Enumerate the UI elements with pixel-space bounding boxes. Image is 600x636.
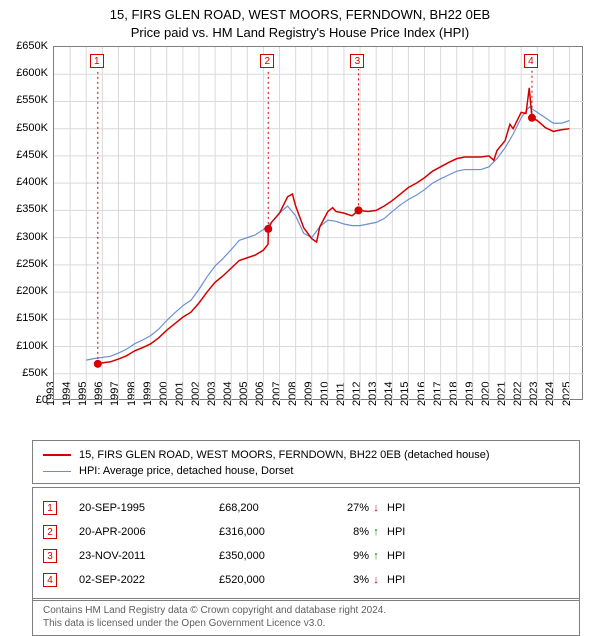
legend-swatch [43, 454, 71, 456]
sale-pct: 8% [319, 526, 369, 538]
y-tick-label: £300K [16, 231, 48, 243]
sale-pct: 9% [319, 550, 369, 562]
sale-suffix: HPI [383, 574, 417, 586]
sale-row-marker: 4 [43, 573, 57, 587]
y-tick-label: £50K [22, 367, 48, 379]
y-tick-label: £550K [16, 94, 48, 106]
sale-marker-dot [528, 114, 536, 122]
sale-marker-label: 3 [350, 54, 364, 68]
title-line-1: 15, FIRS GLEN ROAD, WEST MOORS, FERNDOWN… [0, 6, 600, 24]
y-tick-label: £200K [16, 285, 48, 297]
attribution-line-1: Contains HM Land Registry data © Crown c… [43, 604, 569, 617]
legend-item: 15, FIRS GLEN ROAD, WEST MOORS, FERNDOWN… [43, 447, 569, 463]
sale-price: £350,000 [219, 550, 319, 562]
sale-pct: 3% [319, 574, 369, 586]
y-tick-label: £400K [16, 176, 48, 188]
y-tick-label: £100K [16, 340, 48, 352]
sale-row-marker: 3 [43, 549, 57, 563]
sale-suffix: HPI [383, 526, 417, 538]
y-tick-label: £250K [16, 258, 48, 270]
y-tick-label: £150K [16, 312, 48, 324]
attribution-box: Contains HM Land Registry data © Crown c… [32, 598, 580, 636]
sale-price: £520,000 [219, 574, 319, 586]
sale-marker-label: 2 [260, 54, 274, 68]
sale-row-marker: 2 [43, 525, 57, 539]
sale-marker-dot [94, 360, 102, 368]
sale-date: 23-NOV-2011 [57, 550, 219, 562]
sale-row-marker: 1 [43, 501, 57, 515]
sale-date: 02-SEP-2022 [57, 574, 219, 586]
sale-row: 120-SEP-1995£68,20027%↓HPI [43, 496, 569, 520]
chart-container: 15, FIRS GLEN ROAD, WEST MOORS, FERNDOWN… [0, 0, 600, 620]
sale-price: £68,200 [219, 502, 319, 514]
legend-label: 15, FIRS GLEN ROAD, WEST MOORS, FERNDOWN… [79, 449, 490, 461]
y-tick-label: £450K [16, 149, 48, 161]
sale-date: 20-APR-2006 [57, 526, 219, 538]
sale-suffix: HPI [383, 502, 417, 514]
sale-marker-dot [264, 225, 272, 233]
series-line [98, 88, 570, 364]
arrow-down-icon: ↓ [369, 502, 383, 514]
y-tick-label: £650K [16, 40, 48, 52]
chart-plot-area [53, 46, 583, 400]
sale-marker-label: 4 [524, 54, 538, 68]
attribution-line-2: This data is licensed under the Open Gov… [43, 617, 569, 630]
y-tick-label: £350K [16, 203, 48, 215]
arrow-down-icon: ↓ [369, 574, 383, 586]
sales-table: 120-SEP-1995£68,20027%↓HPI220-APR-2006£3… [32, 487, 580, 601]
legend-box: 15, FIRS GLEN ROAD, WEST MOORS, FERNDOWN… [32, 440, 580, 484]
legend-label: HPI: Average price, detached house, Dors… [79, 465, 293, 477]
page-title-block: 15, FIRS GLEN ROAD, WEST MOORS, FERNDOWN… [0, 0, 600, 42]
y-tick-label: £600K [16, 67, 48, 79]
y-tick-label: £500K [16, 122, 48, 134]
legend-item: HPI: Average price, detached house, Dors… [43, 463, 569, 479]
chart-svg [54, 47, 584, 401]
arrow-up-icon: ↑ [369, 550, 383, 562]
sale-date: 20-SEP-1995 [57, 502, 219, 514]
sale-marker-dot [354, 206, 362, 214]
sale-row: 323-NOV-2011£350,0009%↑HPI [43, 544, 569, 568]
legend-swatch [43, 471, 71, 472]
sale-price: £316,000 [219, 526, 319, 538]
sale-row: 220-APR-2006£316,0008%↑HPI [43, 520, 569, 544]
sale-marker-label: 1 [90, 54, 104, 68]
arrow-up-icon: ↑ [369, 526, 383, 538]
sale-row: 402-SEP-2022£520,0003%↓HPI [43, 568, 569, 592]
sale-suffix: HPI [383, 550, 417, 562]
sale-pct: 27% [319, 502, 369, 514]
title-line-2: Price paid vs. HM Land Registry's House … [0, 24, 600, 42]
